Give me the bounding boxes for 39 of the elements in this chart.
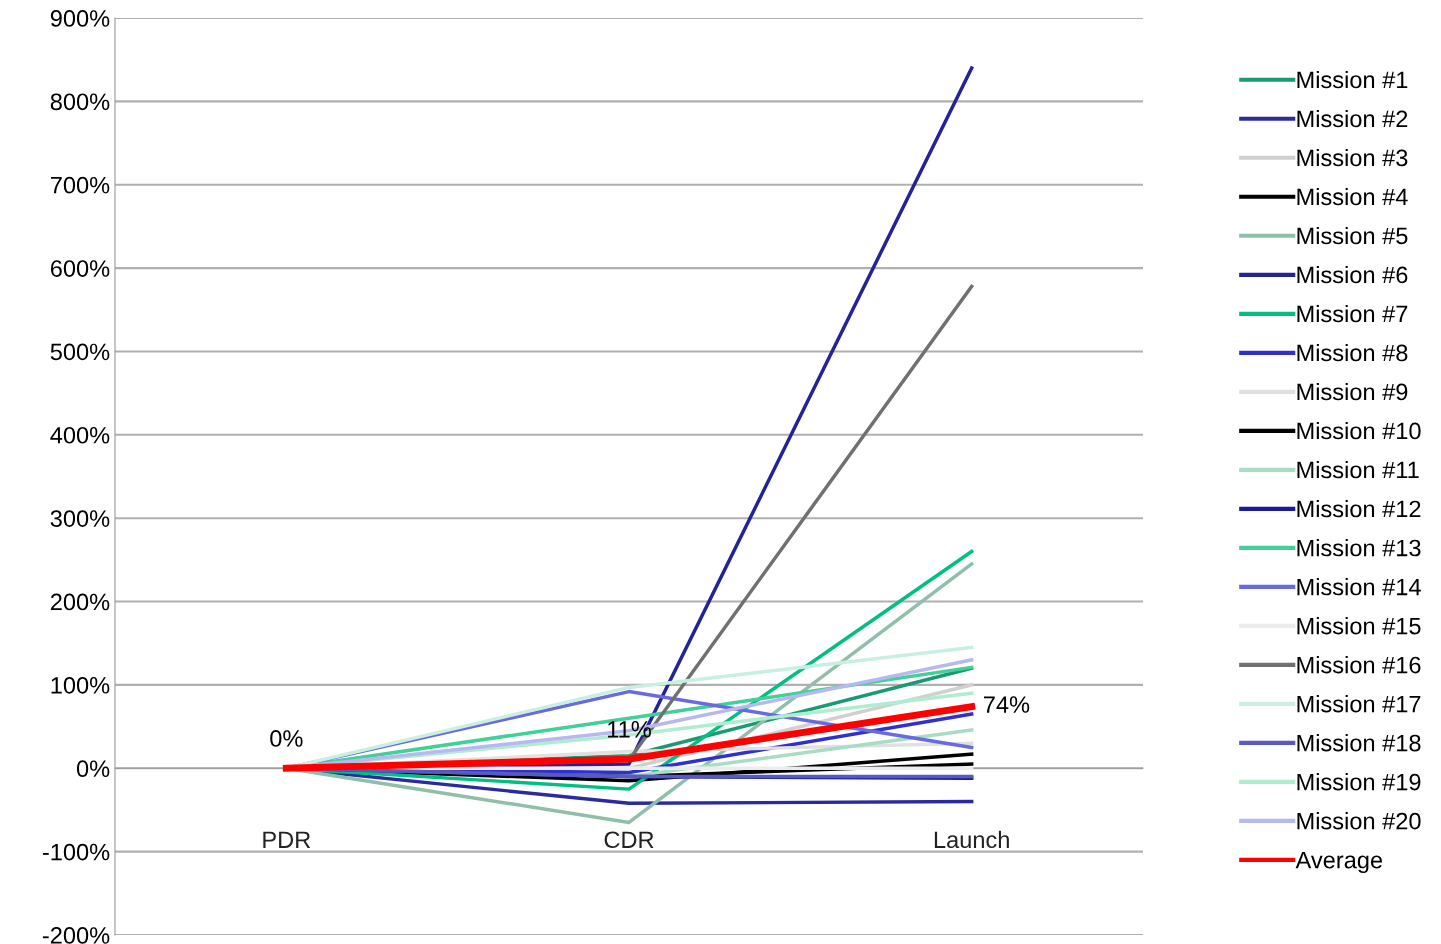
legend-label: Mission #7 xyxy=(1297,304,1408,323)
y-tick-label: 700% xyxy=(50,176,110,194)
y-tick-label: -200% xyxy=(42,927,110,944)
legend-label: Mission #19 xyxy=(1297,773,1421,791)
legend-label: Mission #14 xyxy=(1297,578,1421,596)
data-label: 74% xyxy=(983,696,1030,713)
y-tick-label: 100% xyxy=(51,676,110,694)
legend-label: Mission #1 xyxy=(1297,70,1408,89)
data-label: 11% xyxy=(608,721,651,738)
legend-label: Mission #16 xyxy=(1297,656,1421,674)
legend-label: Mission #15 xyxy=(1297,617,1421,635)
legend-label: Mission #3 xyxy=(1297,148,1408,167)
legend-label: Mission #17 xyxy=(1297,695,1421,713)
legend-label: Mission #4 xyxy=(1297,187,1408,206)
legend-label: Mission #18 xyxy=(1297,734,1421,752)
legend-label: Mission #6 xyxy=(1297,265,1408,284)
y-tick-label: 600% xyxy=(50,260,110,277)
y-tick-label: 900% xyxy=(50,10,110,27)
legend-label: Mission #11 xyxy=(1297,460,1419,479)
y-tick-label: 500% xyxy=(50,343,110,361)
legend-label: Mission #5 xyxy=(1297,226,1408,245)
x-tick-label: CDR xyxy=(604,831,654,849)
legend-label: Average xyxy=(1295,851,1383,874)
y-tick-label: 800% xyxy=(50,93,110,111)
x-tick-label: PDR xyxy=(263,831,311,848)
y-tick-label: 0% xyxy=(76,760,110,778)
legend-label: Mission #12 xyxy=(1297,500,1421,518)
y-tick-label: 300% xyxy=(50,510,110,527)
legend-label: Mission #13 xyxy=(1297,539,1421,557)
x-tick-label: Launch xyxy=(934,830,1009,849)
legend-label: Mission #2 xyxy=(1297,109,1408,128)
data-label: 0% xyxy=(270,730,303,747)
legend-label: Mission #8 xyxy=(1297,343,1408,362)
y-tick-label: 200% xyxy=(50,593,110,611)
legend-label: Mission #20 xyxy=(1297,812,1421,830)
legend-label: Mission #10 xyxy=(1297,421,1421,440)
legend-label: Mission #9 xyxy=(1297,382,1408,401)
y-tick-label: 400% xyxy=(50,426,110,444)
y-tick-label: -100% xyxy=(42,843,110,861)
